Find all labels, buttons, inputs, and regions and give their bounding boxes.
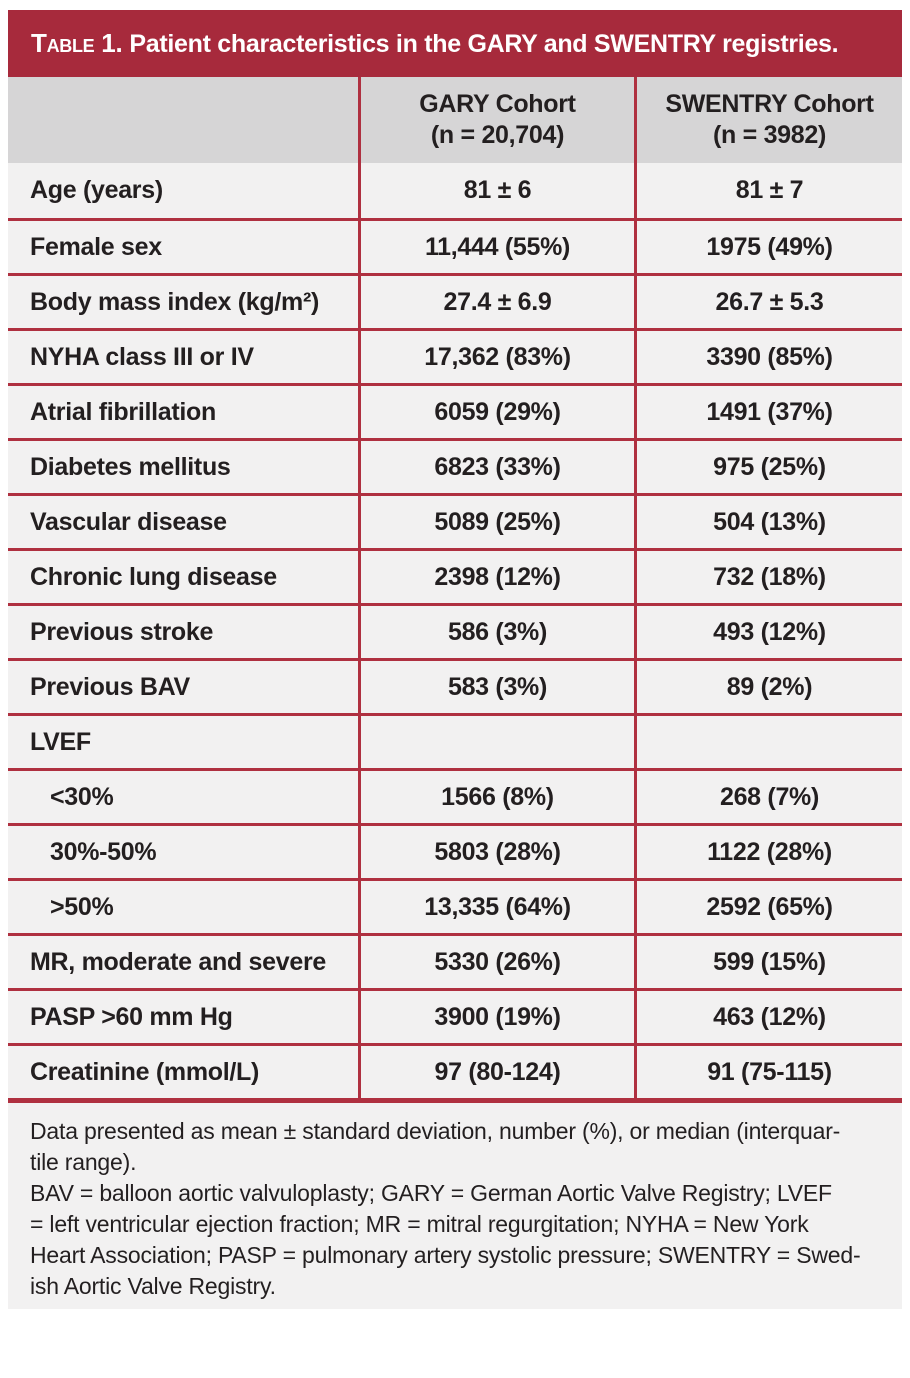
swentry-value: 268 (7%) [719,782,820,811]
table-row: Vascular disease 5089 (25%) 504 (13%) [8,493,902,548]
row-label: Creatinine (mmol/L) [30,1057,260,1086]
table-row: Atrial fibrillation 6059 (29%) 1491 (37%… [8,383,902,438]
gary-value: 583 (3%) [447,672,548,701]
table-row: PASP >60 mm Hg 3900 (19%) 463 (12%) [8,988,902,1043]
gary-column-header: GARY Cohort (n = 20,704) [361,77,637,163]
swentry-value: 493 (12%) [713,617,826,646]
swentry-value: 504 (13%) [713,507,826,536]
table-row: <30% 1566 (8%) 268 (7%) [8,768,902,823]
gary-value: 5803 (28%) [434,837,561,866]
table-row: Previous BAV 583 (3%) 89 (2%) [8,658,902,713]
row-label: Diabetes mellitus [30,452,231,481]
row-label: Previous stroke [30,617,214,646]
swentry-column-name: SWENTRY Cohort [665,90,874,118]
gary-column-name: GARY Cohort [419,90,576,118]
table-row: LVEF [8,713,902,768]
swentry-value: 599 (15%) [713,947,826,976]
gary-value: 5330 (26%) [434,947,561,976]
empty-header-cell [8,77,361,163]
footnote-line: BAV = balloon aortic valvuloplasty; GARY… [30,1180,832,1206]
column-header-row: GARY Cohort (n = 20,704) SWENTRY Cohort … [8,77,902,163]
swentry-value: 463 (12%) [713,1002,826,1031]
gary-value: 1566 (8%) [441,782,554,811]
row-label: MR, moderate and severe [30,947,326,976]
footnote-line: ish Aortic Valve Registry. [30,1273,276,1299]
row-label: PASP >60 mm Hg [30,1002,233,1031]
swentry-value: 1975 (49%) [706,232,833,261]
page-title: Table 1. Patient characteristics in the G… [31,28,839,59]
table-row: Body mass index (kg/m²) 27.4 ± 6.9 26.7 … [8,273,902,328]
gary-value: 6059 (29%) [434,397,561,426]
table-title-text: Patient characteristics in the GARY and … [129,30,839,58]
table-row: Previous stroke 586 (3%) 493 (12%) [8,603,902,658]
gary-value: 97 (80-124) [434,1057,561,1086]
table-grid: GARY Cohort (n = 20,704) SWENTRY Cohort … [8,77,902,1103]
table-number-label: Table 1. [31,28,123,58]
footnote-line: Data presented as mean ± standard deviat… [30,1118,841,1144]
row-label: Atrial fibrillation [30,397,216,426]
table-row: Diabetes mellitus 6823 (33%) 975 (25%) [8,438,902,493]
row-label: Chronic lung disease [30,562,277,591]
swentry-value: 2592 (65%) [706,892,833,921]
gary-value: 586 (3%) [447,617,548,646]
swentry-value: 1491 (37%) [706,397,833,426]
table-row: 30%-50% 5803 (28%) 1122 (28%) [8,823,902,878]
gary-value: 27.4 ± 6.9 [443,287,552,316]
gary-value: 6823 (33%) [434,452,561,481]
row-label: Previous BAV [30,672,190,701]
row-label: 30%-50% [50,837,157,866]
row-label: NYHA class III or IV [30,342,254,371]
table-row: MR, moderate and severe 5330 (26%) 599 (… [8,933,902,988]
table-row: Age (years) 81 ± 6 81 ± 7 [8,163,902,218]
swentry-value: 26.7 ± 5.3 [715,287,824,316]
table-row: NYHA class III or IV 17,362 (83%) 3390 (… [8,328,902,383]
gary-value: 11,444 (55%) [424,232,571,261]
swentry-value: 732 (18%) [713,562,826,591]
gary-value: 13,335 (64%) [424,892,571,921]
gary-column-n: (n = 20,704) [430,121,565,149]
row-label: LVEF [30,727,91,756]
gary-value: 2398 (12%) [434,562,561,591]
row-label: Body mass index (kg/m²) [30,287,319,316]
table-row: Female sex 11,444 (55%) 1975 (49%) [8,218,902,273]
swentry-column-header: SWENTRY Cohort (n = 3982) [637,77,902,163]
row-label: <30% [50,782,114,811]
table-footnote: Data presented as mean ± standard deviat… [8,1103,902,1309]
table-title-bar: Table 1. Patient characteristics in the G… [8,10,902,77]
footnote-line: Heart Association; PASP = pulmonary arte… [30,1242,861,1268]
table-row: Chronic lung disease 2398 (12%) 732 (18%… [8,548,902,603]
row-label: Age (years) [30,176,163,204]
table-1-card: Table 1. Patient characteristics in the G… [8,10,902,1309]
swentry-value: 89 (2%) [726,672,813,701]
gary-value: 5089 (25%) [434,507,561,536]
swentry-value: 975 (25%) [713,452,826,481]
gary-value: 17,362 (83%) [424,342,571,371]
swentry-value: 91 (75-115) [707,1057,832,1086]
swentry-value: 81 ± 7 [735,176,804,204]
gary-value: 3900 (19%) [434,1002,561,1031]
swentry-column-n: (n = 3982) [712,121,827,149]
row-label: Female sex [30,232,162,261]
row-label: Vascular disease [30,507,227,536]
table-row: Creatinine (mmol/L) 97 (80-124) 91 (75-1… [8,1043,902,1098]
swentry-value: 1122 (28%) [707,837,832,866]
swentry-value: 3390 (85%) [706,342,833,371]
row-label: >50% [50,892,114,921]
gary-value: 81 ± 6 [463,176,532,204]
table-row: >50% 13,335 (64%) 2592 (65%) [8,878,902,933]
footnote-line: tile range). [30,1149,137,1175]
footnote-line: = left ventricular ejection fraction; MR… [30,1211,809,1237]
